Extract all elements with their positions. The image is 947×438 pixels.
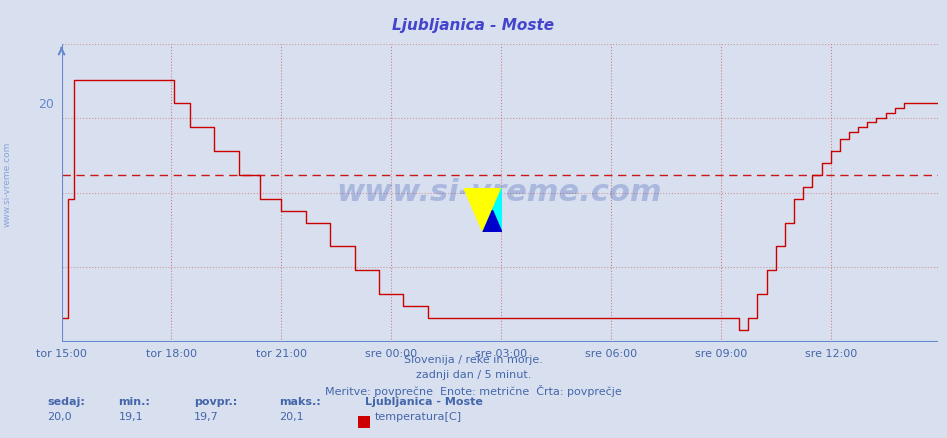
Text: Ljubljanica - Moste: Ljubljanica - Moste xyxy=(365,397,482,407)
Text: 19,1: 19,1 xyxy=(118,413,143,423)
Text: Meritve: povprečne  Enote: metrične  Črta: povprečje: Meritve: povprečne Enote: metrične Črta:… xyxy=(325,385,622,397)
Text: www.si-vreme.com: www.si-vreme.com xyxy=(337,178,662,207)
Text: maks.:: maks.: xyxy=(279,397,321,407)
Text: min.:: min.: xyxy=(118,397,151,407)
Text: 20,1: 20,1 xyxy=(279,413,304,423)
Text: povpr.:: povpr.: xyxy=(194,397,238,407)
Polygon shape xyxy=(483,210,502,232)
Polygon shape xyxy=(483,188,502,232)
Text: 20,0: 20,0 xyxy=(47,413,72,423)
Polygon shape xyxy=(464,188,502,232)
Text: 19,7: 19,7 xyxy=(194,413,219,423)
Text: zadnji dan / 5 minut.: zadnji dan / 5 minut. xyxy=(416,370,531,380)
Text: temperatura[C]: temperatura[C] xyxy=(375,413,462,423)
Text: sedaj:: sedaj: xyxy=(47,397,85,407)
Text: Slovenija / reke in morje.: Slovenija / reke in morje. xyxy=(404,355,543,365)
Text: www.si-vreme.com: www.si-vreme.com xyxy=(3,141,12,226)
Text: Ljubljanica - Moste: Ljubljanica - Moste xyxy=(392,18,555,32)
